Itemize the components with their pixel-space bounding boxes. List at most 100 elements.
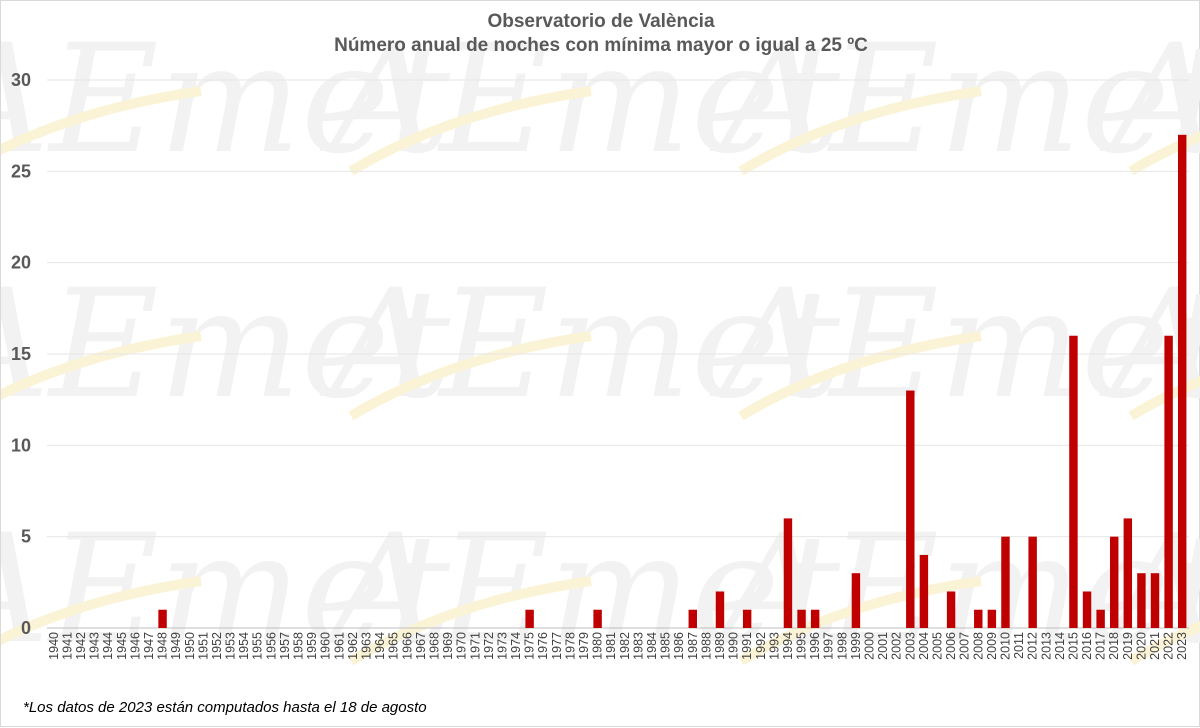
x-tick-label: 1973 — [495, 632, 509, 660]
x-tick-label: 1999 — [849, 632, 863, 660]
x-tick-label: 1940 — [47, 632, 61, 660]
x-tick-label: 1992 — [754, 632, 768, 660]
watermark-swoosh — [1, 331, 202, 400]
x-tick-label: 1983 — [631, 632, 645, 660]
bar-2009 — [987, 609, 997, 628]
gridlines — [47, 79, 1189, 629]
x-tick-label: 2004 — [917, 632, 931, 660]
x-tick-label: 2013 — [1039, 632, 1053, 660]
bars — [158, 134, 1187, 629]
bar-2017 — [1096, 609, 1105, 628]
bar-2016 — [1082, 591, 1092, 628]
x-tick-label: 1993 — [767, 632, 781, 660]
x-tick-label: 1970 — [455, 632, 469, 660]
x-tick-label: 1971 — [468, 632, 482, 660]
bar-1991 — [742, 609, 752, 628]
x-tick-label: 1966 — [400, 632, 414, 660]
x-tick-label: 1947 — [142, 632, 156, 660]
x-tick-label: 2008 — [971, 632, 985, 660]
x-tick-label: 2022 — [1162, 632, 1176, 660]
bar-2022 — [1164, 335, 1173, 628]
x-tick-label: 1962 — [346, 632, 360, 660]
x-tick-label: 1988 — [699, 632, 713, 660]
x-axis: 1940 1941 1942 1943 1944 1945 1946 1947 1948 1949… — [47, 632, 1189, 660]
x-tick-label: 2011 — [1012, 632, 1026, 659]
x-tick-label: 2009 — [985, 632, 999, 660]
x-tick-label: 1998 — [835, 632, 849, 660]
x-tick-label: 1955 — [251, 632, 265, 660]
x-tick-label: 2006 — [944, 632, 958, 660]
x-tick-label: 1968 — [427, 632, 441, 660]
bar-1948 — [158, 609, 167, 628]
x-tick-label: 1959 — [305, 632, 319, 660]
bar-2023 — [1177, 134, 1187, 629]
x-tick-label: 2020 — [1134, 632, 1148, 660]
watermark: AEmetAEmetAEmetAEmetAEmetAEmetAEmetAEmet… — [1, 13, 1200, 677]
x-tick-label: 1982 — [618, 632, 632, 660]
bar-2004 — [919, 554, 929, 628]
x-tick-label: 1957 — [278, 632, 292, 660]
y-tick-label: 10 — [11, 435, 31, 455]
chart-title: Observatorio de València — [487, 11, 715, 32]
x-tick-label: 1979 — [577, 632, 591, 660]
x-tick-label: 2001 — [876, 632, 890, 660]
x-tick-label: 1997 — [822, 632, 836, 660]
watermark-swoosh — [1128, 620, 1200, 666]
x-tick-label: 2021 — [1148, 632, 1162, 660]
y-tick-label: 30 — [11, 70, 31, 90]
watermark-swoosh — [1, 576, 202, 645]
x-tick-label: 1991 — [740, 632, 754, 660]
x-tick-label: 1949 — [169, 632, 183, 660]
y-tick-label: 25 — [11, 161, 31, 181]
x-tick-label: 1972 — [482, 632, 496, 660]
x-tick-label: 1963 — [359, 632, 373, 660]
x-tick-label: 1944 — [101, 632, 115, 660]
x-tick-label: 2012 — [1026, 632, 1040, 660]
x-tick-label: 1945 — [115, 632, 129, 660]
bar-1996 — [810, 609, 820, 628]
bar-1987 — [688, 609, 697, 628]
y-tick-label: 5 — [21, 527, 31, 547]
y-axis: 0 5 10 15 20 25 30 — [11, 70, 31, 638]
x-tick-label: 1977 — [550, 632, 564, 660]
x-tick-label: 1952 — [210, 632, 224, 660]
x-tick-label: 1969 — [441, 632, 455, 660]
x-tick-label: 1976 — [536, 632, 550, 660]
x-tick-label: 1958 — [292, 632, 306, 660]
watermark-swoosh — [1, 86, 202, 155]
watermark-swoosh — [348, 576, 592, 666]
bar-2020 — [1137, 573, 1146, 628]
watermark-swoosh — [348, 331, 592, 421]
x-tick-label: 2018 — [1107, 632, 1121, 660]
x-tick-label: 1954 — [237, 632, 251, 660]
x-tick-label: 1995 — [795, 632, 809, 660]
x-tick-label: 1964 — [373, 632, 387, 660]
x-tick-label: 1981 — [604, 632, 618, 660]
bar-2018 — [1110, 536, 1119, 628]
x-tick-label: 2019 — [1121, 632, 1135, 660]
bar-1975 — [525, 609, 534, 628]
x-tick-label: 1978 — [563, 632, 577, 660]
bar-2021 — [1150, 573, 1160, 628]
x-tick-label: 1951 — [196, 632, 210, 660]
x-tick-label: 1994 — [781, 632, 795, 660]
bar-2006 — [946, 591, 956, 628]
watermark-swoosh — [348, 86, 592, 176]
x-tick-label: 2010 — [998, 632, 1012, 660]
x-tick-label: 1987 — [686, 632, 700, 660]
x-tick-label: 1980 — [591, 632, 605, 660]
x-tick-label: 2007 — [958, 632, 972, 660]
x-tick-label: 1975 — [523, 632, 537, 660]
x-tick-label: 1984 — [645, 632, 659, 660]
x-tick-label: 1950 — [183, 632, 197, 660]
bar-2010 — [1001, 536, 1010, 628]
x-tick-label: 1953 — [224, 632, 238, 660]
x-tick-label: 1942 — [74, 632, 88, 660]
x-tick-label: 1956 — [264, 632, 278, 660]
bar-1999 — [851, 573, 861, 628]
x-tick-label: 2014 — [1053, 632, 1067, 660]
x-tick-label: 2003 — [903, 632, 917, 660]
bar-1989 — [715, 591, 725, 628]
x-tick-label: 2016 — [1080, 632, 1094, 660]
